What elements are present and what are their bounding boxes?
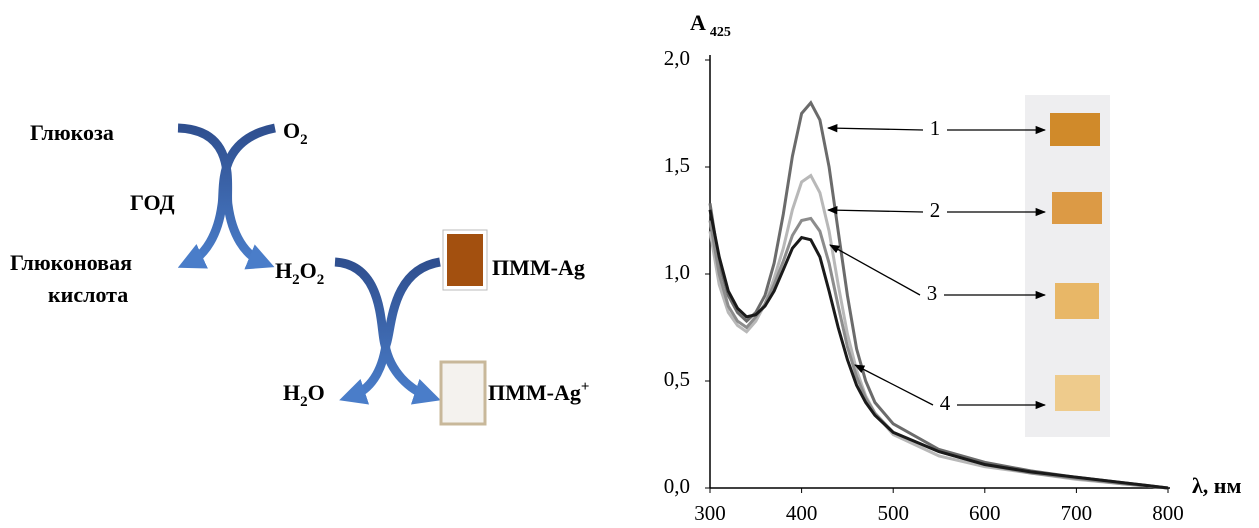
series-label: 3 [927,281,938,305]
annotation-arrow [826,206,924,215]
x-tick-label: 600 [969,501,1001,525]
gluconic-acid: Глюконовая [10,250,132,275]
pmm-ag-plus-photo [439,360,487,426]
sample-photo [1055,283,1099,319]
y-tick-label: 1,5 [664,153,690,177]
x-tick-label: 500 [877,501,909,525]
x-axis-label: λ, нм [1192,473,1241,498]
x-tick-label: 700 [1061,501,1093,525]
series-line [708,173,1169,490]
pmm-ag-photo [447,234,483,286]
gluconic-acid: кислота [48,282,128,307]
x-tick-label: 300 [694,501,726,525]
x-tick-label: 800 [1152,501,1184,525]
h2o: H2O [283,380,325,410]
y-axis-label: A 425 [690,10,731,40]
sample-photo [1055,375,1100,411]
glucose: Глюкоза [30,120,114,145]
y-tick-label: 1,0 [664,260,690,284]
pmm-ag: ПММ-Ag [492,255,585,280]
annotation-arrow [826,124,924,133]
o2: O2 [283,118,308,148]
h2o2: H2O2 [275,258,324,288]
pmm-ag-plus: ПММ-Ag+ [488,379,589,405]
y-tick-label: 2,0 [664,46,690,70]
series-line [708,100,1169,490]
series-label: 4 [940,391,951,415]
annotation-arrow [854,364,934,406]
x-tick-label: 400 [786,501,818,525]
series-label: 1 [930,116,941,140]
reaction-arrows [177,123,442,405]
diagram-labels: Глюкоза O2 ГОД Глюконовая кислота H2O2 П… [10,118,589,410]
sample-photo [1050,113,1100,146]
sample-photo [1052,192,1102,224]
series-line [708,209,1169,490]
y-tick-label: 0,5 [664,367,690,391]
series-label: 2 [930,198,941,222]
annotation-arrow [829,244,921,296]
enzyme: ГОД [130,190,175,215]
y-tick-label: 0,0 [664,474,690,498]
